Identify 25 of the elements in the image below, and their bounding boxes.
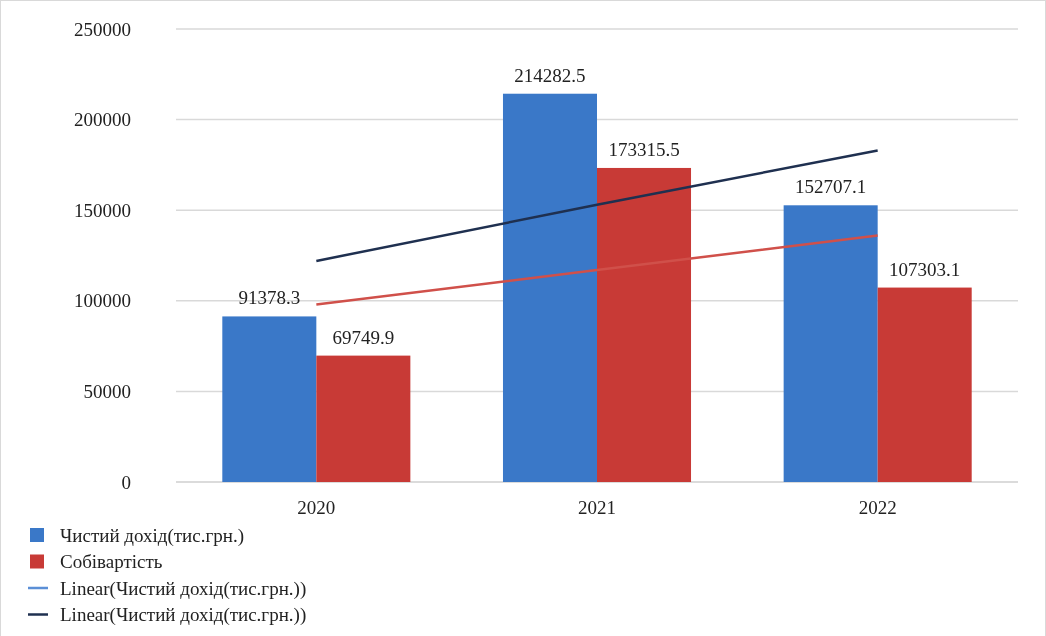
bar [597, 167, 692, 482]
data-label: 214282.5 [514, 64, 586, 86]
x-tick-label: 2022 [858, 497, 897, 518]
legend-label: Чистий дохід(тис.грн.) [60, 524, 244, 547]
bar [316, 355, 411, 482]
bar [877, 287, 972, 482]
data-label: 173315.5 [608, 138, 680, 160]
legend-label: Linear(Чистий дохід(тис.грн.)) [60, 604, 307, 627]
x-tick-label: 2021 [578, 497, 616, 518]
y-tick-label: 100000 [74, 290, 131, 312]
bar [502, 93, 597, 482]
y-tick-label: 200000 [74, 109, 131, 131]
y-tick-label: 150000 [74, 199, 131, 221]
data-label: 69749.9 [332, 326, 395, 348]
data-label: 152707.1 [795, 176, 867, 198]
y-tick-label: 0 [121, 471, 131, 493]
data-label: 91378.3 [238, 287, 301, 309]
y-tick-label: 50000 [83, 381, 131, 403]
legend-label: Собівартість [60, 551, 163, 573]
legend-label: Linear(Чистий дохід(тис.грн.)) [60, 577, 307, 600]
bar [783, 205, 878, 482]
bar [222, 316, 317, 482]
x-tick-label: 2020 [297, 497, 336, 518]
data-label: 107303.1 [889, 258, 961, 280]
y-tick-label: 250000 [74, 18, 131, 40]
